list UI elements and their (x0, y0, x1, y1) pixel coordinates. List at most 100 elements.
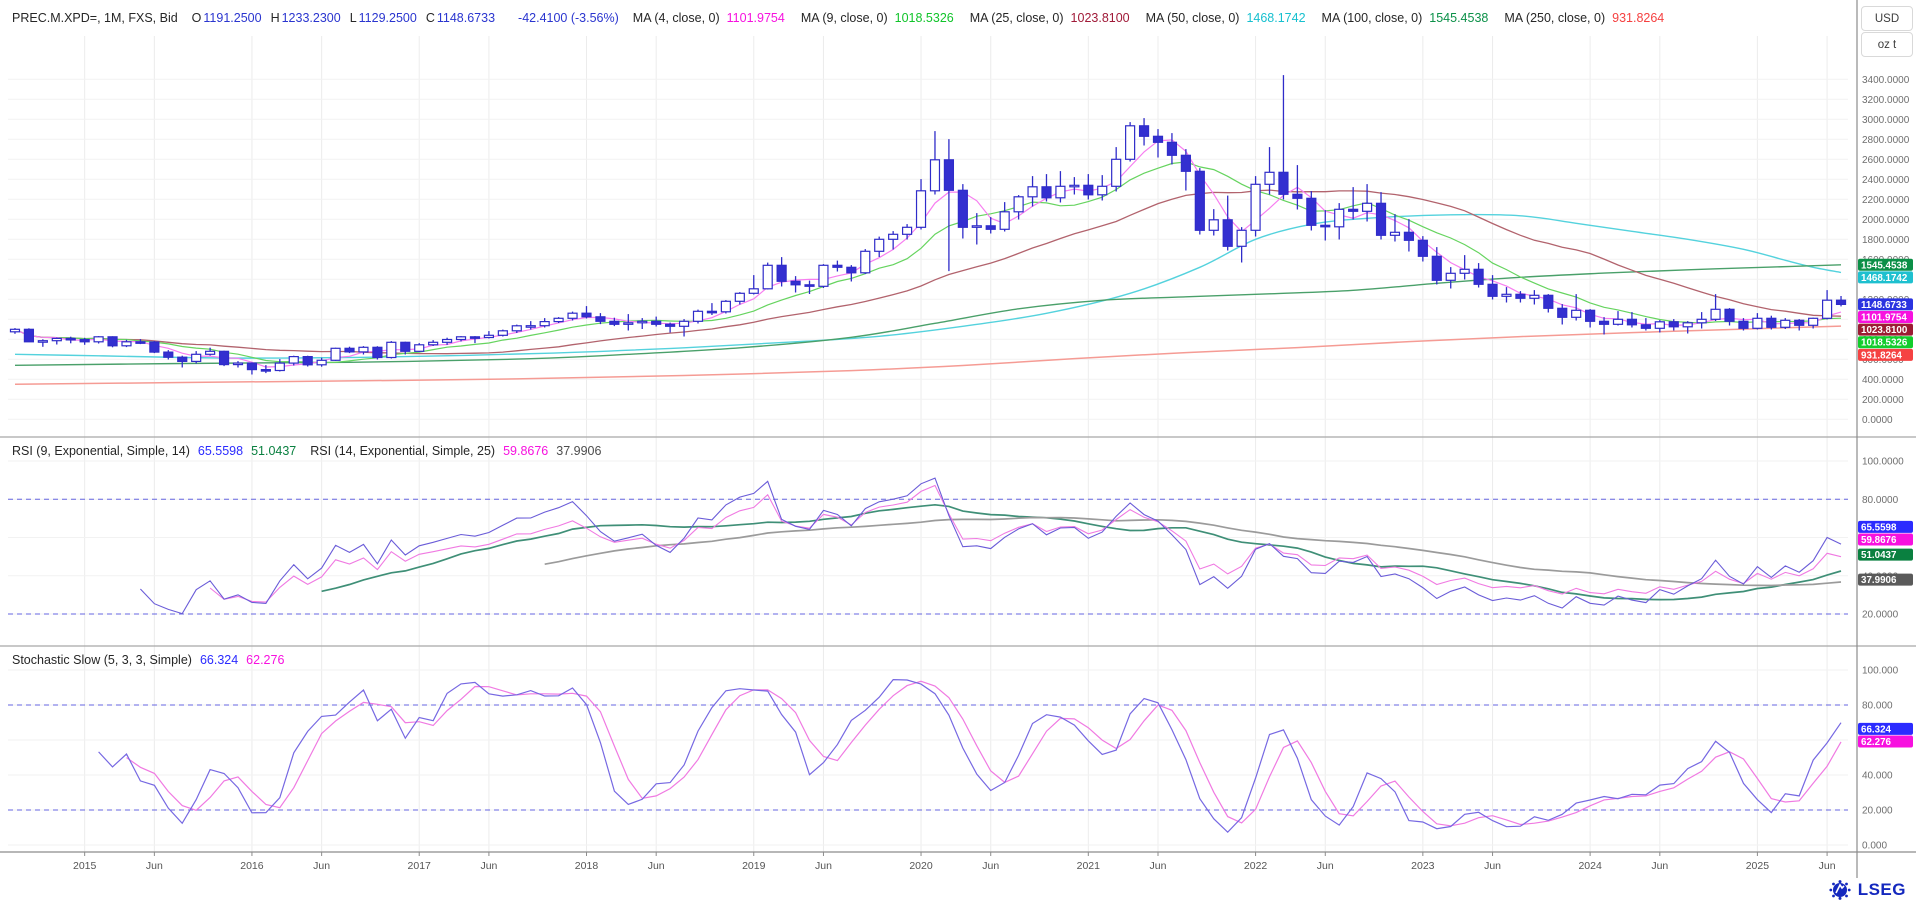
svg-text:2400.0000: 2400.0000 (1862, 175, 1910, 186)
rsi-axis-badges: 65.5598 59.8676 51.0437 37.9906 (1858, 520, 1913, 586)
ma-legend-item: MA (25, close, 0) 1023.8100 (969, 11, 1130, 25)
rsi-value-1: 65.5598 (197, 444, 244, 458)
ma-legend-item: MA (9, close, 0) 1018.5326 (800, 11, 954, 25)
svg-text:931.8264: 931.8264 (1861, 350, 1902, 361)
ma-line-ma4 (14, 139, 1842, 368)
svg-text:2600.0000: 2600.0000 (1862, 155, 1910, 166)
svg-text:Jun: Jun (982, 860, 999, 872)
svg-text:1101.9754: 1101.9754 (1861, 313, 1907, 324)
stochastic-panel-header: Stochastic Slow (5, 3, 3, Simple) 66.324… (12, 653, 292, 667)
svg-text:2022: 2022 (1244, 860, 1268, 872)
svg-text:62.276: 62.276 (1861, 737, 1892, 748)
svg-text:2016: 2016 (240, 860, 264, 872)
ma-overlay-lines (14, 139, 1842, 386)
svg-text:3200.0000: 3200.0000 (1862, 95, 1910, 106)
unit-selector[interactable]: oz t (1861, 32, 1913, 57)
ma-legend-item: MA (50, close, 0) 1468.1742 (1145, 11, 1306, 25)
ma-line-ma50 (14, 213, 1842, 359)
ohlc-field-O: O 1191.2500 (191, 11, 262, 25)
price-axis-badges: 1545.4538 1468.1742 1148.6733 1101.97541023… (1858, 258, 1913, 361)
ma-legend-item: MA (4, close, 0) 1101.9754 (632, 11, 785, 25)
svg-text:1468.1742: 1468.1742 (1861, 273, 1908, 284)
ma-legend: MA (4, close, 0) 1101.9754 MA (9, close, 0… (633, 11, 1680, 25)
svg-text:Jun: Jun (648, 860, 665, 872)
svg-text:2200.0000: 2200.0000 (1862, 195, 1910, 206)
currency-label: USD (1874, 12, 1900, 25)
svg-text:51.0437: 51.0437 (1861, 550, 1897, 561)
svg-text:2020: 2020 (909, 860, 933, 872)
svg-text:2800.0000: 2800.0000 (1862, 135, 1910, 146)
ohlc-field-H: H 1233.2300 (270, 11, 341, 25)
svg-text:20.000: 20.000 (1862, 806, 1893, 817)
stochastic-k-value: 66.324 (199, 653, 239, 667)
unit-label: oz t (1877, 38, 1897, 51)
svg-text:Jun: Jun (1819, 860, 1836, 872)
svg-text:0.000: 0.000 (1862, 841, 1887, 852)
svg-text:20.0000: 20.0000 (1862, 610, 1899, 621)
ma-legend-item: MA (100, close, 0) 1545.4538 (1321, 11, 1489, 25)
svg-text:1018.5326: 1018.5326 (1861, 338, 1908, 349)
svg-text:37.9906: 37.9906 (1861, 575, 1897, 586)
stochastic-title: Stochastic Slow (5, 3, 3, Simple) (12, 653, 192, 667)
svg-text:0.0000: 0.0000 (1862, 415, 1893, 426)
svg-text:2018: 2018 (575, 860, 599, 872)
stochastic-axis-badges: 66.324 62.276 (1858, 722, 1913, 748)
svg-text:Jun: Jun (1317, 860, 1334, 872)
grid-lines (8, 36, 1848, 852)
ma-line-ma250 (14, 325, 1842, 386)
svg-text:2000.0000: 2000.0000 (1862, 215, 1910, 226)
svg-text:1800.0000: 1800.0000 (1862, 235, 1910, 246)
rsi-value-2: 59.8676 (503, 444, 549, 458)
svg-text:2017: 2017 (408, 860, 432, 872)
svg-text:59.8676: 59.8676 (1861, 535, 1897, 546)
lseg-logo-text: LSEG (1857, 880, 1906, 899)
lseg-logo: LSEG (1828, 879, 1906, 901)
svg-text:1545.4538: 1545.4538 (1861, 260, 1908, 271)
svg-text:2021: 2021 (1077, 860, 1101, 872)
svg-text:Jun: Jun (146, 860, 163, 872)
ma-line-ma25 (14, 189, 1842, 355)
svg-text:66.324: 66.324 (1861, 724, 1892, 735)
rsi-panel-header: RSI (9, Exponential, Simple, 14) 65.5598… (12, 444, 609, 458)
svg-text:80.0000: 80.0000 (1862, 495, 1899, 506)
svg-text:Jun: Jun (815, 860, 832, 872)
svg-text:2023: 2023 (1411, 860, 1435, 872)
svg-text:Jun: Jun (480, 860, 497, 872)
svg-text:2019: 2019 (742, 860, 766, 872)
instrument-name: PREC.M.XPD=, 1M, FXS, Bid (12, 11, 178, 25)
svg-text:100.0000: 100.0000 (1862, 457, 1904, 468)
stochastic-lines (98, 678, 1842, 834)
panel-borders (0, 0, 1916, 878)
instrument-legend-bar: PREC.M.XPD=, 1M, FXS, Bid O 1191.2500 H 123… (12, 9, 1694, 27)
ohlc-field-C: C 1148.6733 (425, 11, 496, 25)
svg-text:3400.0000: 3400.0000 (1862, 75, 1910, 86)
svg-text:40.000: 40.000 (1862, 771, 1893, 782)
svg-text:200.0000: 200.0000 (1862, 395, 1904, 406)
time-axis-labels[interactable]: 2015 Jun 2016 Jun 2017 Jun 2018 Jun 2019 Jun 2020 J… (73, 852, 1836, 872)
lseg-crest-icon (1829, 880, 1851, 900)
ohlc-fields: O 1191.2500 H 1233.2300 L 1129.2500 C 1148.6733 (192, 11, 504, 25)
svg-text:Jun: Jun (313, 860, 330, 872)
rsi-title-1: RSI (9, Exponential, Simple, 14) (12, 444, 190, 458)
svg-text:2025: 2025 (1746, 860, 1770, 872)
svg-text:65.5598: 65.5598 (1861, 522, 1897, 533)
svg-text:2024: 2024 (1578, 860, 1602, 872)
candlestick-series (9, 75, 1847, 375)
ma-line-ma100 (14, 264, 1842, 366)
stochastic-d-value: 62.276 (246, 653, 285, 667)
rsi-lines (140, 477, 1842, 615)
svg-text:1023.8100: 1023.8100 (1861, 325, 1908, 336)
ohlc-field-L: L 1129.2500 (349, 11, 417, 25)
svg-text:3000.0000: 3000.0000 (1862, 115, 1910, 126)
ma-legend-item: MA (250, close, 0) 931.8264 (1504, 11, 1665, 25)
svg-text:100.000: 100.000 (1862, 666, 1899, 677)
currency-selector[interactable]: USD (1861, 6, 1913, 31)
net-change-value: -42.4100 (-3.56%) (518, 11, 619, 25)
svg-text:80.000: 80.000 (1862, 701, 1893, 712)
svg-text:2015: 2015 (73, 860, 97, 872)
svg-text:Jun: Jun (1150, 860, 1167, 872)
rsi-signal-2: 37.9906 (556, 444, 602, 458)
ma-line-ma9 (14, 161, 1842, 364)
